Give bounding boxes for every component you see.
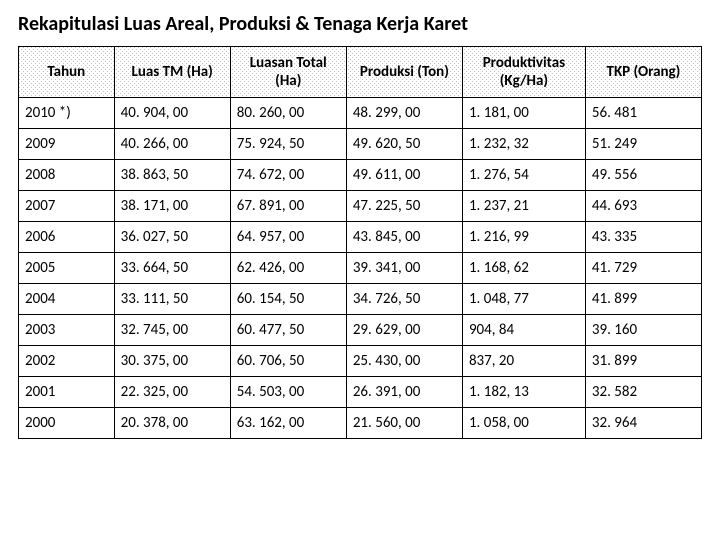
table-cell: 40. 266, 00 bbox=[114, 129, 230, 160]
table-cell: 60. 706, 50 bbox=[230, 346, 346, 377]
table-row: 200838. 863, 5074. 672, 0049. 611, 001. … bbox=[19, 160, 702, 191]
table-cell: 49. 611, 00 bbox=[346, 160, 462, 191]
table-cell: 1. 181, 00 bbox=[462, 98, 585, 129]
table-cell: 1. 216, 99 bbox=[462, 222, 585, 253]
table-cell: 75. 924, 50 bbox=[230, 129, 346, 160]
table-row: 200940. 266, 0075. 924, 5049. 620, 501. … bbox=[19, 129, 702, 160]
table-row: 200230. 375, 0060. 706, 5025. 430, 00837… bbox=[19, 346, 702, 377]
table-cell: 33. 111, 50 bbox=[114, 284, 230, 315]
table-cell: 34. 726, 50 bbox=[346, 284, 462, 315]
table-cell: 32. 745, 00 bbox=[114, 315, 230, 346]
table-cell: 2004 bbox=[19, 284, 115, 315]
table-header-row: Tahun Luas TM (Ha) Luasan Total (Ha) Pro… bbox=[19, 47, 702, 98]
table-row: 200738. 171, 0067. 891, 0047. 225, 501. … bbox=[19, 191, 702, 222]
table-row: 200636. 027, 5064. 957, 0043. 845, 001. … bbox=[19, 222, 702, 253]
table-cell: 2005 bbox=[19, 253, 115, 284]
table-cell: 904, 84 bbox=[462, 315, 585, 346]
table-cell: 2001 bbox=[19, 377, 115, 408]
table-cell: 2009 bbox=[19, 129, 115, 160]
col-header: Produksi (Ton) bbox=[346, 47, 462, 98]
table-row: 200533. 664, 5062. 426, 0039. 341, 001. … bbox=[19, 253, 702, 284]
table-cell: 43. 845, 00 bbox=[346, 222, 462, 253]
table-cell: 21. 560, 00 bbox=[346, 408, 462, 439]
table-cell: 31. 899 bbox=[585, 346, 701, 377]
table-cell: 32. 964 bbox=[585, 408, 701, 439]
table-cell: 26. 391, 00 bbox=[346, 377, 462, 408]
table-cell: 56. 481 bbox=[585, 98, 701, 129]
table-cell: 74. 672, 00 bbox=[230, 160, 346, 191]
col-header: TKP (Orang) bbox=[585, 47, 701, 98]
table-cell: 2007 bbox=[19, 191, 115, 222]
table-cell: 20. 378, 00 bbox=[114, 408, 230, 439]
table-cell: 49. 620, 50 bbox=[346, 129, 462, 160]
table-cell: 29. 629, 00 bbox=[346, 315, 462, 346]
table-cell: 32. 582 bbox=[585, 377, 701, 408]
table-row: 200020. 378, 0063. 162, 0021. 560, 001. … bbox=[19, 408, 702, 439]
table-cell: 54. 503, 00 bbox=[230, 377, 346, 408]
page-title: Rekapitulasi Luas Areal, Produksi & Tena… bbox=[18, 12, 702, 36]
col-header: Tahun bbox=[19, 47, 115, 98]
table-cell: 2010 *) bbox=[19, 98, 115, 129]
data-table: Tahun Luas TM (Ha) Luasan Total (Ha) Pro… bbox=[18, 46, 702, 439]
table-cell: 41. 729 bbox=[585, 253, 701, 284]
table-cell: 60. 477, 50 bbox=[230, 315, 346, 346]
table-row: 200122. 325, 0054. 503, 0026. 391, 001. … bbox=[19, 377, 702, 408]
col-header: Produktivitas (Kg/Ha) bbox=[462, 47, 585, 98]
table-cell: 80. 260, 00 bbox=[230, 98, 346, 129]
table-cell: 62. 426, 00 bbox=[230, 253, 346, 284]
table-cell: 2008 bbox=[19, 160, 115, 191]
table-cell: 22. 325, 00 bbox=[114, 377, 230, 408]
table-cell: 38. 863, 50 bbox=[114, 160, 230, 191]
table-cell: 48. 299, 00 bbox=[346, 98, 462, 129]
table-row: 200332. 745, 0060. 477, 5029. 629, 00904… bbox=[19, 315, 702, 346]
table-cell: 33. 664, 50 bbox=[114, 253, 230, 284]
table-cell: 1. 232, 32 bbox=[462, 129, 585, 160]
table-cell: 2006 bbox=[19, 222, 115, 253]
table-cell: 49. 556 bbox=[585, 160, 701, 191]
table-cell: 63. 162, 00 bbox=[230, 408, 346, 439]
table-cell: 43. 335 bbox=[585, 222, 701, 253]
table-cell: 1. 237, 21 bbox=[462, 191, 585, 222]
table-cell: 1. 276, 54 bbox=[462, 160, 585, 191]
table-cell: 67. 891, 00 bbox=[230, 191, 346, 222]
table-cell: 39. 160 bbox=[585, 315, 701, 346]
table-body: 2010 *)40. 904, 0080. 260, 0048. 299, 00… bbox=[19, 98, 702, 439]
table-cell: 1. 048, 77 bbox=[462, 284, 585, 315]
table-cell: 25. 430, 00 bbox=[346, 346, 462, 377]
table-cell: 41. 899 bbox=[585, 284, 701, 315]
table-cell: 2002 bbox=[19, 346, 115, 377]
table-row: 200433. 111, 5060. 154, 5034. 726, 501. … bbox=[19, 284, 702, 315]
table-cell: 837, 20 bbox=[462, 346, 585, 377]
table-cell: 40. 904, 00 bbox=[114, 98, 230, 129]
table-cell: 1. 182, 13 bbox=[462, 377, 585, 408]
table-row: 2010 *)40. 904, 0080. 260, 0048. 299, 00… bbox=[19, 98, 702, 129]
table-cell: 2000 bbox=[19, 408, 115, 439]
table-cell: 39. 341, 00 bbox=[346, 253, 462, 284]
table-cell: 1. 058, 00 bbox=[462, 408, 585, 439]
table-cell: 38. 171, 00 bbox=[114, 191, 230, 222]
col-header: Luasan Total (Ha) bbox=[230, 47, 346, 98]
table-cell: 36. 027, 50 bbox=[114, 222, 230, 253]
table-cell: 44. 693 bbox=[585, 191, 701, 222]
table-cell: 30. 375, 00 bbox=[114, 346, 230, 377]
table-cell: 2003 bbox=[19, 315, 115, 346]
table-cell: 60. 154, 50 bbox=[230, 284, 346, 315]
col-header: Luas TM (Ha) bbox=[114, 47, 230, 98]
table-cell: 64. 957, 00 bbox=[230, 222, 346, 253]
table-cell: 47. 225, 50 bbox=[346, 191, 462, 222]
table-cell: 1. 168, 62 bbox=[462, 253, 585, 284]
table-cell: 51. 249 bbox=[585, 129, 701, 160]
